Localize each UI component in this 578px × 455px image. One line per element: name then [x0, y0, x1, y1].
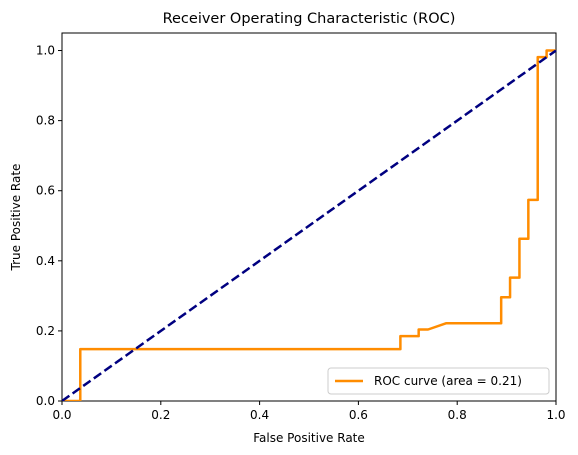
legend-series-label: ROC curve (area = 0.21) [374, 374, 522, 388]
y-tick-label: 0.8 [36, 114, 55, 128]
series-layer [62, 49, 557, 401]
y-axis-label: True Positive Rate [9, 164, 23, 272]
x-tick-label: 0.2 [151, 408, 170, 422]
y-tick-label: 1.0 [36, 44, 55, 58]
y-axis-ticks: 0.0 0.2 0.4 0.6 0.8 1.0 [36, 44, 62, 408]
x-tick-label: 0.8 [448, 408, 467, 422]
legend: ROC curve (area = 0.21) [327, 367, 550, 395]
x-tick-label: 0.6 [349, 408, 368, 422]
legend-box [327, 367, 550, 395]
y-tick-label: 0.4 [36, 254, 55, 268]
y-tick-label: 0.0 [36, 394, 55, 408]
y-tick-label: 0.6 [36, 184, 55, 198]
roc-curve-line [62, 49, 556, 401]
x-tick-label: 1.0 [546, 408, 565, 422]
plot-area: 0.0 0.2 0.4 0.6 0.8 1.0 0.0 0.2 0.4 0.6 0.8 1.0 [36, 32, 566, 422]
x-tick-label: 0.4 [250, 408, 269, 422]
x-tick-label: 0.0 [52, 408, 71, 422]
chance-diagonal-line [62, 49, 557, 401]
chart-title: Receiver Operating Characteristic (ROC) [163, 11, 456, 27]
plot-frame [61, 32, 557, 402]
x-axis-ticks: 0.0 0.2 0.4 0.6 0.8 1.0 [52, 401, 566, 422]
x-axis-label: False Positive Rate [253, 431, 365, 445]
y-tick-label: 0.2 [36, 324, 55, 338]
